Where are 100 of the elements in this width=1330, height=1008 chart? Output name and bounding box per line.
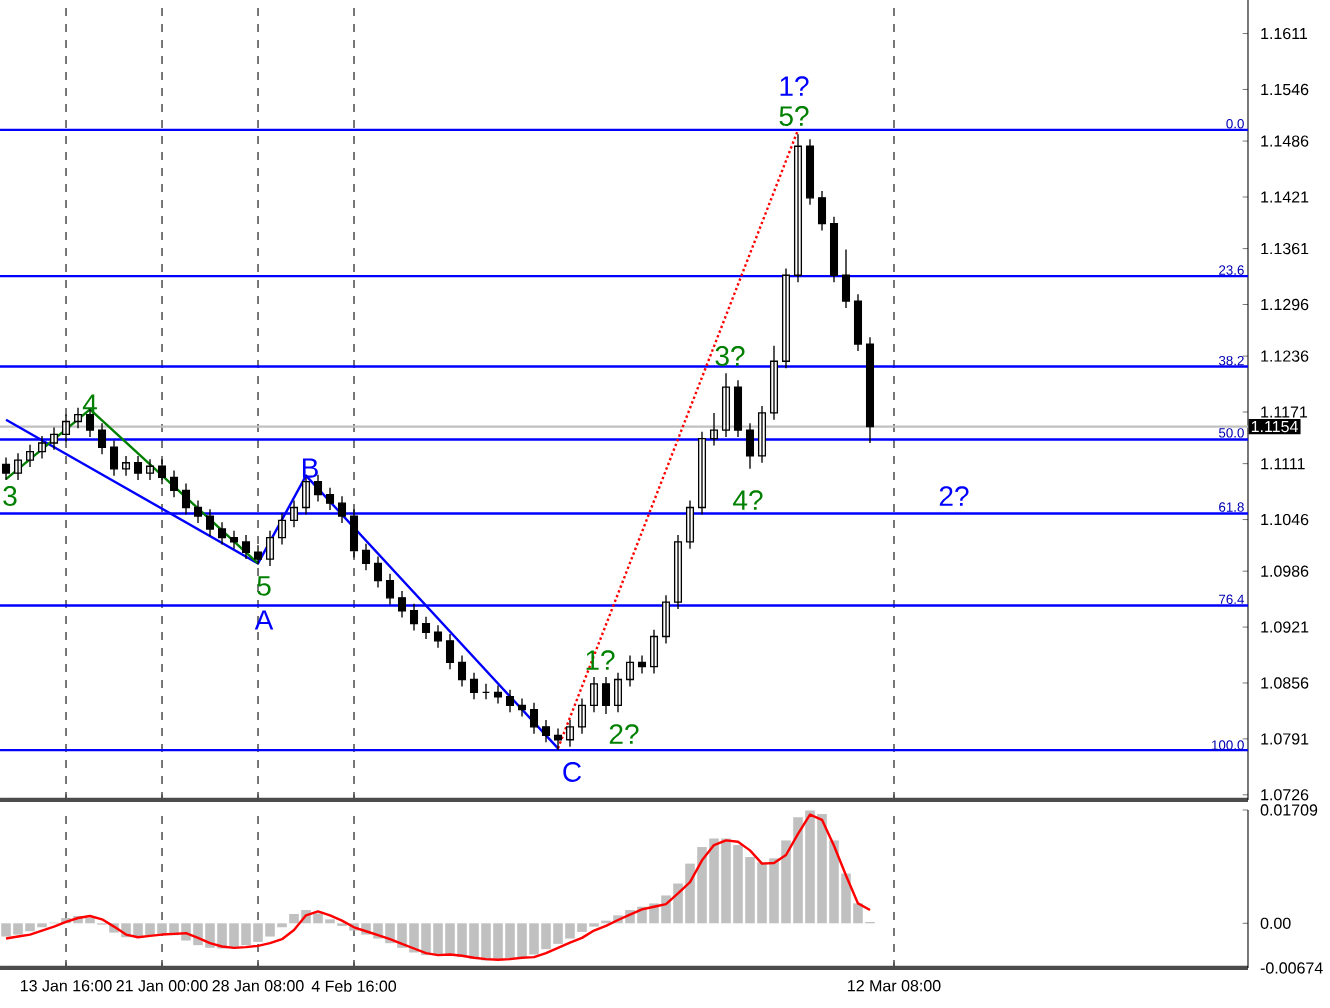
ref-line-label: 1.1154 xyxy=(1251,421,1298,433)
candlestick xyxy=(277,512,287,546)
y-tick-label: 1.0791 xyxy=(1261,733,1309,745)
candlestick xyxy=(769,345,779,421)
annotation: 4 xyxy=(82,394,97,414)
x-tick-label: 21 Jan 00:00 xyxy=(116,980,208,992)
annotation: 1? xyxy=(780,76,809,96)
candlestick xyxy=(673,534,683,610)
candlestick xyxy=(661,594,671,645)
y-tick-label: 1.1546 xyxy=(1261,83,1309,96)
candlestick xyxy=(601,676,611,715)
candlestick xyxy=(589,676,599,713)
candlestick xyxy=(529,702,539,735)
candlestick xyxy=(157,458,167,485)
candlestick xyxy=(229,530,239,550)
y-tick-label: 1.1046 xyxy=(1261,513,1309,526)
line-series xyxy=(4,813,872,961)
y-tick-label: 1.1486 xyxy=(1261,135,1309,147)
candlestick xyxy=(829,216,839,283)
candlestick xyxy=(13,452,23,481)
candlestick xyxy=(781,267,791,369)
candlestick xyxy=(649,628,659,675)
annotation: 5? xyxy=(779,106,809,126)
candlestick xyxy=(145,458,155,481)
candlestick xyxy=(37,435,47,460)
candlestick xyxy=(325,487,335,511)
candlestick xyxy=(205,508,215,537)
candlestick xyxy=(313,474,323,503)
candlestick xyxy=(577,697,587,735)
candlestick xyxy=(805,138,815,206)
candlestick xyxy=(853,293,863,352)
y-tick-label: 1.1171 xyxy=(1261,406,1308,418)
candlestick xyxy=(469,671,479,700)
candlestick xyxy=(505,689,515,713)
candlestick xyxy=(133,455,143,481)
y-tick-label: 0.01709 xyxy=(1260,804,1318,816)
candlestick xyxy=(409,603,419,632)
candlestick xyxy=(373,555,383,589)
candlestick xyxy=(493,684,503,705)
y-tick-label: 1.1236 xyxy=(1261,350,1309,362)
y-tick-label: 1.0921 xyxy=(1261,621,1309,633)
annotation: 3 xyxy=(3,486,17,506)
y-tick-label: 1.0986 xyxy=(1261,565,1309,577)
x-tick-label: 4 Feb 16:00 xyxy=(311,980,397,992)
candlestick xyxy=(349,508,359,559)
y-tick-label: 0.00 xyxy=(1260,917,1291,929)
candlestick xyxy=(301,474,311,516)
candlestick xyxy=(817,190,827,232)
candlestick xyxy=(745,422,755,470)
candlestick xyxy=(49,426,59,451)
annotation: 4? xyxy=(733,490,763,510)
candlestick xyxy=(169,469,179,498)
candlestick xyxy=(289,499,299,528)
candlestick xyxy=(181,482,191,516)
candlestick xyxy=(541,719,551,743)
candlestick xyxy=(685,499,695,550)
candlestick xyxy=(721,372,731,438)
annotation: 3? xyxy=(715,346,745,366)
candlestick xyxy=(361,542,371,571)
y-tick-label: -0.00674 xyxy=(1260,962,1323,974)
y-tick-label: 1.1421 xyxy=(1261,191,1309,203)
x-tick-label: 13 Jan 16:00 xyxy=(20,980,112,992)
x-tick-label: 12 Mar 08:00 xyxy=(848,980,941,992)
candlestick xyxy=(109,439,119,477)
annotation: 5 xyxy=(257,576,271,596)
candlestick xyxy=(97,422,107,455)
candlestick xyxy=(553,727,563,751)
candlestick xyxy=(217,521,227,546)
x-tick-label: 28 Jan 08:00 xyxy=(212,980,304,992)
y-tick-label: 1.1111 xyxy=(1261,458,1305,470)
candlestick xyxy=(793,133,803,283)
annotation: 2? xyxy=(939,486,969,506)
candlestick xyxy=(733,379,743,438)
candlestick xyxy=(385,573,395,606)
y-tick-label: 1.1611 xyxy=(1261,27,1308,40)
candlestick xyxy=(1,456,11,481)
candlestick xyxy=(613,671,623,713)
candlestick xyxy=(73,407,83,430)
candlestick xyxy=(517,697,527,718)
candlestick xyxy=(25,444,35,468)
candlestick xyxy=(865,336,875,444)
y-tick-label: 1.1296 xyxy=(1261,298,1309,311)
candlestick xyxy=(697,431,707,516)
candlestick xyxy=(265,530,275,567)
annotation: B xyxy=(302,458,318,478)
annotation: 1? xyxy=(586,650,615,670)
candlestick xyxy=(625,654,635,688)
candlestick xyxy=(337,495,347,524)
candlestick xyxy=(253,544,263,565)
candlestick xyxy=(421,616,431,640)
candlestick xyxy=(757,405,767,464)
annotation: 2? xyxy=(609,724,639,744)
candlestick xyxy=(457,654,467,688)
candlestick xyxy=(565,719,575,748)
y-tick-label: 1.0856 xyxy=(1261,677,1309,689)
y-tick-label: 1.0726 xyxy=(1261,789,1309,801)
candlestick xyxy=(121,455,131,477)
candlestick xyxy=(241,534,251,560)
candlestick xyxy=(397,590,407,619)
annotation: A xyxy=(254,610,274,630)
